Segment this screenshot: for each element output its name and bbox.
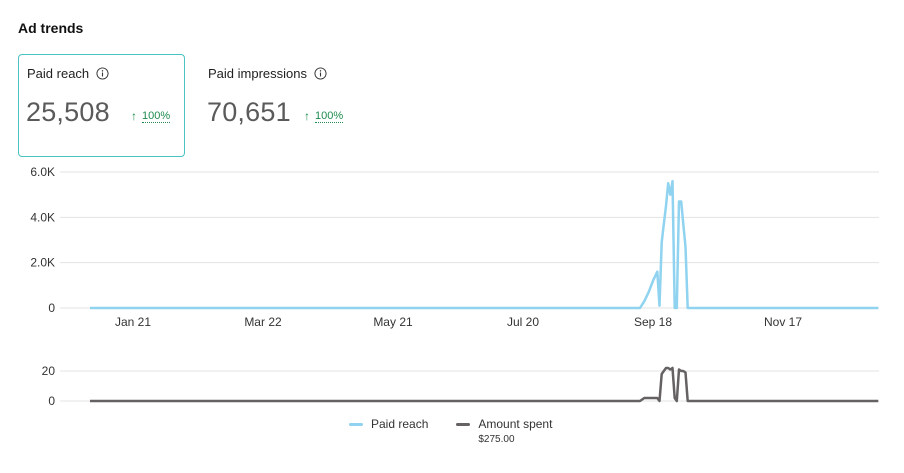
info-icon[interactable] xyxy=(96,67,109,80)
change-percent: 100% xyxy=(142,109,171,123)
chart-legend: Paid reach Amount spent $275.00 xyxy=(349,417,552,445)
y-tick-label: 6.0K xyxy=(30,165,55,179)
change-percent: 100% xyxy=(315,109,344,123)
metric-value: 70,651 xyxy=(207,97,291,127)
legend-spent-total: $275.00 xyxy=(478,434,515,445)
info-icon[interactable] xyxy=(314,67,327,80)
x-tick-label: Nov 17 xyxy=(764,315,802,329)
series-line-paid-reach xyxy=(90,179,879,310)
metric-card-paid-impressions[interactable]: Paid impressions 70,651 ↑ 100% xyxy=(199,54,366,157)
x-tick-label: Jul 20 xyxy=(507,315,539,329)
y-tick-label: 0 xyxy=(48,301,55,315)
metric-card-paid-reach[interactable]: Paid reach 25,508 ↑ 100% xyxy=(18,54,185,157)
metric-change: ↑ 100% xyxy=(131,109,171,123)
y-tick-label: 20 xyxy=(42,364,56,378)
series-line-amount-spent xyxy=(90,366,879,403)
x-tick-label: Jan 21 xyxy=(115,315,151,329)
x-tick-label: May 21 xyxy=(373,315,413,329)
legend-label: Paid reach xyxy=(371,417,429,431)
metric-value: 25,508 xyxy=(26,97,110,127)
metric-label: Paid impressions xyxy=(208,66,307,81)
y-tick-label: 0 xyxy=(48,394,55,408)
metric-label: Paid reach xyxy=(27,66,90,81)
legend-swatch-spent xyxy=(456,422,471,426)
y-tick-label: 2.0K xyxy=(30,256,55,270)
legend-item-amount-spent[interactable]: Amount spent $275.00 xyxy=(456,417,552,445)
arrow-up-icon: ↑ xyxy=(131,109,137,123)
section-title: Ad trends xyxy=(18,20,84,36)
reach-line-chart: 0 2.0K 4.0K 6.0K Jan 21 Mar 22 May 21 Jul 20 Sep… xyxy=(30,165,879,329)
legend-swatch-reach xyxy=(349,422,363,426)
arrow-up-icon: ↑ xyxy=(304,109,310,123)
legend-item-paid-reach[interactable]: Paid reach xyxy=(349,417,428,445)
x-tick-label: Sep 18 xyxy=(634,315,672,329)
metric-change: ↑ 100% xyxy=(304,109,344,123)
x-tick-label: Mar 22 xyxy=(244,315,282,329)
y-tick-label: 4.0K xyxy=(30,210,55,224)
legend-label: Amount spent xyxy=(478,417,553,431)
